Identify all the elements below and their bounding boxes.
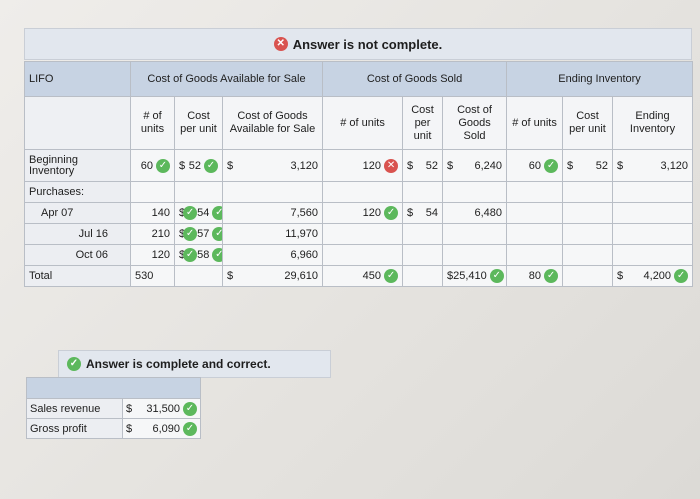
correct-check-icon: ✓ <box>67 357 81 371</box>
correct-check-icon: ✓ <box>183 421 197 436</box>
row-label: Jul 16 <box>24 223 131 245</box>
ending-inventory-group-header: Ending Inventory <box>506 61 694 97</box>
correct-check-icon: ✓ <box>183 401 197 416</box>
col-cost-per-unit-ending: Cost per unit <box>562 96 614 150</box>
cogs-total[interactable]: $25,410 ✓ <box>442 265 508 287</box>
col-ending-inventory: Ending Inventory <box>612 96 694 150</box>
gross-profit-input[interactable]: $6,090 ✓ <box>122 418 201 439</box>
units-ending-input[interactable]: 60 ✓ <box>506 149 564 182</box>
table-row: Purchases: <box>24 181 694 203</box>
units-sold-input[interactable] <box>322 244 404 266</box>
sales-revenue-input[interactable]: $31,500 ✓ <box>122 398 201 419</box>
cogafs-cell[interactable]: 6,960 <box>221 244 324 266</box>
units-sold-input[interactable] <box>322 223 404 245</box>
units-sold-input[interactable]: 120 ✓ <box>322 202 404 224</box>
table-row: Oct 06 120 $✓58✓ 6,960 <box>24 244 694 266</box>
col-units-sold: # of units <box>322 96 404 150</box>
units-available-input[interactable]: 140 <box>130 202 175 224</box>
row-label: Beginning Inventory <box>24 149 131 182</box>
answer-status-banner: ✕ Answer is not complete. <box>24 28 692 60</box>
row-label: Oct 06 <box>24 244 131 266</box>
units-ending-input[interactable] <box>506 223 564 245</box>
row-label: Apr 07 <box>24 202 131 224</box>
cost-per-unit-sold-input[interactable] <box>402 244 444 266</box>
units-sold-input[interactable]: 120 ✕ <box>322 149 404 182</box>
correct-check-icon: ✓ <box>183 248 198 262</box>
cost-per-unit-input[interactable]: $52 ✓ <box>174 149 223 182</box>
row-label-header <box>24 96 131 150</box>
correct-check-icon: ✓ <box>212 227 222 241</box>
units-available-input[interactable]: 210 <box>130 223 175 245</box>
incorrect-x-icon: ✕ <box>273 37 288 51</box>
cost-per-unit-input[interactable]: $✓58✓ <box>174 244 223 266</box>
correct-check-icon: ✓ <box>183 227 198 241</box>
cost-per-unit-input[interactable]: $✓54✓ <box>174 202 223 224</box>
correct-check-icon: ✓ <box>204 158 218 173</box>
col-units-available: # of units <box>130 96 175 150</box>
ending-inventory-cell[interactable] <box>612 223 694 245</box>
units-available-total[interactable]: 530 <box>130 265 175 287</box>
units-ending-input[interactable] <box>506 202 564 224</box>
table-row: Jul 16 210 $✓57✓ 11,970 <box>24 223 694 245</box>
answer-complete-banner: ✓ Answer is complete and correct. <box>58 350 331 378</box>
table-row: Total 530 $29,610 450 ✓ $25,410 ✓ 80 ✓ $4,2… <box>24 265 694 287</box>
cost-per-unit-sold-input[interactable]: $52 <box>402 149 444 182</box>
correct-check-icon: ✓ <box>489 269 504 283</box>
table-row: Sales revenue $31,500 ✓ <box>26 398 201 419</box>
summary-table: Sales revenue $31,500 ✓ Gross profit $6,0… <box>26 377 201 439</box>
ending-inventory-total[interactable]: $4,200 ✓ <box>612 265 694 287</box>
ending-inventory-cell[interactable] <box>612 202 694 224</box>
cogafs-total[interactable]: $29,610 <box>221 265 324 287</box>
cogafs-group-header: Cost of Goods Available for Sale <box>129 61 324 97</box>
lifo-table: LIFO Cost of Goods Available for Sale Co… <box>24 61 694 287</box>
cogs-cell[interactable] <box>442 223 508 245</box>
cost-per-unit-ending-input[interactable] <box>562 244 614 266</box>
row-label: Total <box>24 265 131 287</box>
units-ending-total[interactable]: 80 ✓ <box>506 265 564 287</box>
correct-check-icon: ✓ <box>544 269 559 283</box>
col-cost-per-unit-available: Cost per unit <box>174 96 223 150</box>
cogs-cell[interactable]: 6,480 <box>442 202 508 224</box>
col-cogs: Cost of Goods Sold <box>442 96 508 150</box>
correct-check-icon: ✓ <box>212 248 222 262</box>
cogafs-cell[interactable]: 7,560 <box>221 202 324 224</box>
units-ending-input[interactable] <box>506 244 564 266</box>
ending-inventory-cell[interactable]: $3,120 <box>612 149 694 182</box>
units-available-input[interactable]: 60 ✓ <box>130 149 175 182</box>
cogafs-cell[interactable]: 11,970 <box>221 223 324 245</box>
correct-check-icon: ✓ <box>384 206 399 220</box>
cogs-cell[interactable]: $6,240 <box>442 149 508 182</box>
cost-per-unit-ending-input[interactable] <box>562 223 614 245</box>
correct-check-icon: ✓ <box>674 269 689 283</box>
table-row: Apr 07 140 $✓54✓ 7,560 120✓ $54 6,480 <box>24 202 694 224</box>
cost-per-unit-sold-input[interactable] <box>402 223 444 245</box>
ending-inventory-cell[interactable] <box>612 244 694 266</box>
answer-complete-text: Answer is complete and correct. <box>86 357 271 371</box>
cogs-cell[interactable] <box>442 244 508 266</box>
answer-status-text: Answer is not complete. <box>292 36 443 52</box>
cost-per-unit-sold-input[interactable]: $54 <box>402 202 444 224</box>
cogs-group-header: Cost of Goods Sold <box>322 61 508 97</box>
correct-check-icon: ✓ <box>183 206 198 220</box>
cost-per-unit-ending-input[interactable]: $52 <box>562 149 614 182</box>
col-units-ending: # of units <box>506 96 564 150</box>
col-cogafs: Cost of Goods Available for Sale <box>221 96 324 150</box>
correct-check-icon: ✓ <box>384 269 399 283</box>
cost-per-unit-ending-input[interactable] <box>562 202 614 224</box>
method-label: LIFO <box>24 61 131 97</box>
table-row: Gross profit $6,090 ✓ <box>26 418 201 439</box>
correct-check-icon: ✓ <box>212 206 222 220</box>
correct-check-icon: ✓ <box>156 158 170 173</box>
col-cost-per-unit-sold: Cost per unit <box>402 96 444 150</box>
cogafs-cell[interactable]: $3,120 <box>221 149 324 182</box>
incorrect-x-icon: ✕ <box>384 158 399 173</box>
table-row: Beginning Inventory 60 ✓ $52 ✓ $3,120 120 ✕… <box>24 149 694 182</box>
gross-profit-label: Gross profit <box>26 418 123 439</box>
row-label: Purchases: <box>24 181 131 203</box>
units-sold-total[interactable]: 450 ✓ <box>322 265 404 287</box>
correct-check-icon: ✓ <box>544 158 559 173</box>
cost-per-unit-input[interactable]: $✓57✓ <box>174 223 223 245</box>
sales-revenue-label: Sales revenue <box>26 398 123 419</box>
units-available-input[interactable]: 120 <box>130 244 175 266</box>
